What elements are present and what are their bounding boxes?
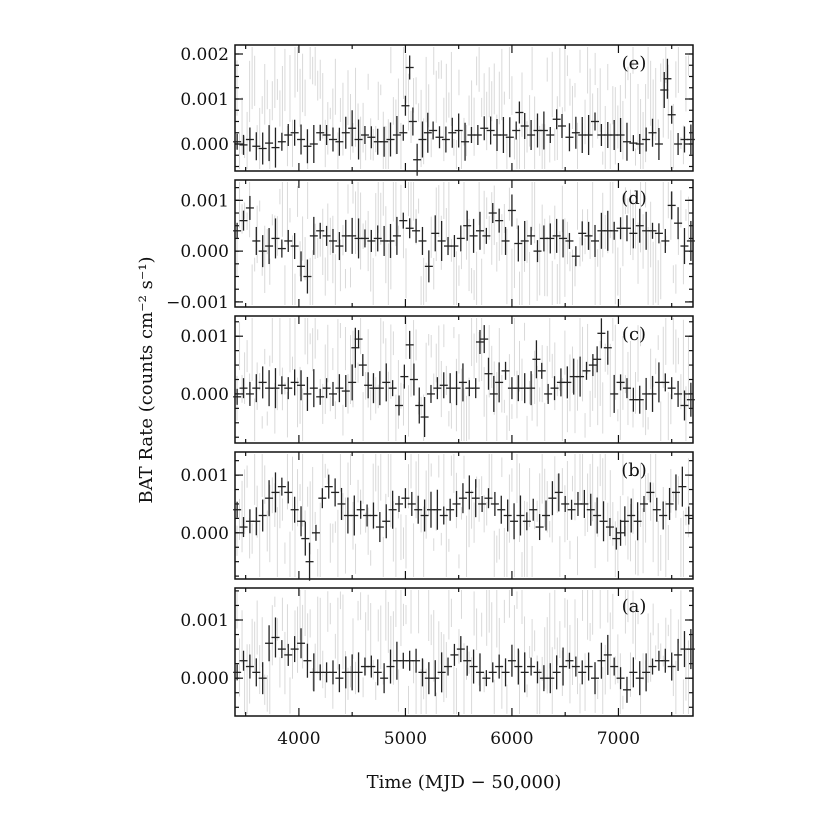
x-tick-label: 5000 — [384, 729, 427, 749]
y-tick-label: 0.001 — [180, 191, 229, 211]
data-points — [233, 466, 693, 581]
panel-label: (a) — [622, 596, 647, 617]
panel-label: (c) — [622, 324, 646, 345]
x-axis-label: Time (MJD − 50,000) — [367, 772, 562, 793]
data-points — [233, 318, 695, 438]
panel-e: 0.000 0.001 0.002 (e) — [180, 44, 695, 176]
y-tick-label: −0.001 — [166, 293, 229, 313]
panel-c: 0.000 0.001 (c) — [180, 315, 695, 444]
y-tick-label: 0.000 — [180, 524, 229, 544]
panel-frame — [234, 451, 694, 580]
y-tick-label: 0.001 — [180, 90, 229, 110]
y-tick-label: 0.000 — [180, 242, 229, 262]
noise-trace — [236, 318, 689, 441]
y-tick-label: 0.000 — [180, 669, 229, 689]
panel-d: −0.001 0.000 0.001 (d) — [166, 179, 695, 313]
x-tick-label: 6000 — [490, 729, 533, 749]
x-tick-label: 4000 — [277, 729, 320, 749]
y-axis-label: BAT Rate (counts cm⁻² s⁻¹) — [136, 256, 157, 503]
y-tick-label: 0.000 — [180, 385, 229, 405]
panel-label: (e) — [622, 53, 647, 74]
panel-label: (b) — [621, 460, 647, 481]
data-points — [233, 617, 695, 703]
panel-frame — [234, 179, 694, 308]
y-tick-label: 0.001 — [180, 611, 229, 631]
data-points — [233, 191, 695, 294]
panel-a: 0.000 0.001 (a) — [180, 587, 695, 717]
data-points — [233, 55, 695, 176]
y-tick-label: 0.000 — [180, 135, 229, 155]
panel-frame — [234, 587, 694, 717]
noise-trace — [236, 590, 689, 714]
y-tick-label: 0.002 — [180, 45, 229, 65]
y-tick-label: 0.001 — [180, 327, 229, 347]
x-tick-label: 7000 — [597, 729, 640, 749]
y-tick-label: 0.001 — [180, 466, 229, 486]
panels-group: 0.000 0.001 0.002 (e) −0.001 0.000 0.001 (d) 0.0… — [166, 44, 695, 749]
panel-label: (d) — [621, 188, 647, 209]
panel-frame — [234, 44, 694, 172]
panel-b: 0.000 0.001 (b) — [180, 451, 694, 581]
